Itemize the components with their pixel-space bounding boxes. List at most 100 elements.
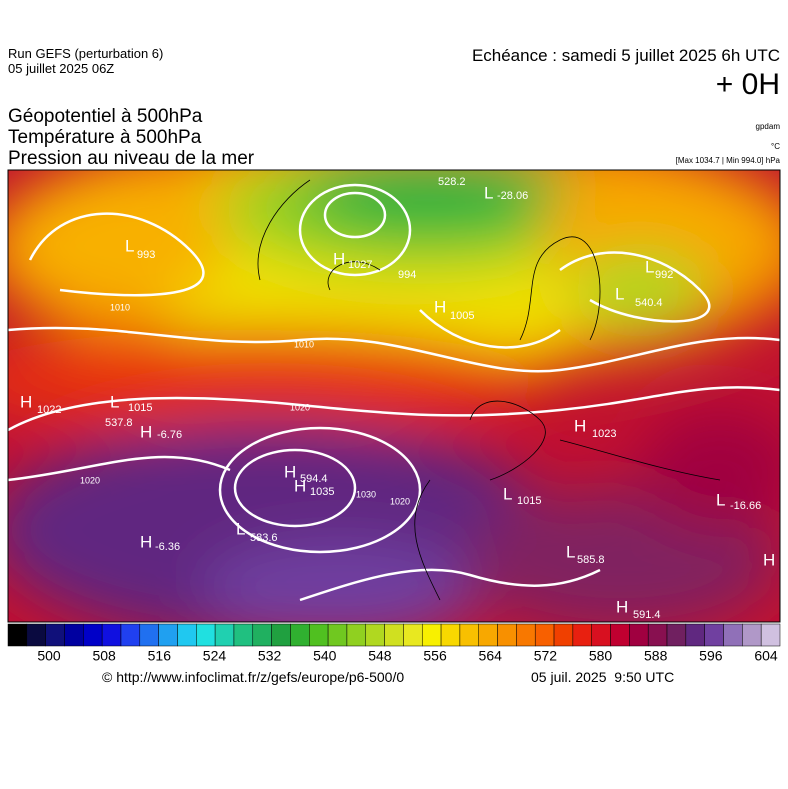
- colorbar-swatch: [83, 623, 103, 647]
- colorbar-label: 596: [699, 648, 723, 664]
- field-3: Pression au niveau de la mer: [8, 148, 255, 169]
- run-title: Run GEFS (perturbation 6): [8, 46, 164, 61]
- map-label: 1005: [450, 310, 474, 322]
- lead-time: + 0H: [715, 68, 780, 101]
- map-label: 1022: [37, 404, 61, 416]
- map-label: L: [615, 284, 624, 303]
- map-label: L: [645, 257, 654, 276]
- map-label: L: [503, 484, 512, 503]
- map-label: 1015: [128, 402, 152, 414]
- map-label: L: [125, 236, 134, 255]
- map-label: 993: [137, 249, 155, 261]
- colorbar-swatch: [327, 623, 348, 647]
- map-label: 1020: [80, 475, 100, 485]
- colorbar-swatch: [704, 623, 724, 647]
- map-label: H: [140, 532, 152, 551]
- colorbar-label: 556: [423, 648, 447, 664]
- colorbar-swatch: [101, 623, 122, 647]
- colorbar-swatch: [629, 623, 649, 647]
- map-label: H: [20, 392, 32, 411]
- colorbar-swatch: [346, 623, 367, 647]
- map-label: 585.8: [577, 554, 605, 566]
- unit-1: gpdam: [755, 122, 780, 131]
- colorbar-swatch: [64, 623, 84, 647]
- map-label: 1030: [356, 489, 376, 499]
- colorbar-label: 516: [148, 648, 172, 664]
- colorbar-swatch: [139, 623, 159, 647]
- map-label: 1027: [348, 259, 372, 271]
- map-label: L: [110, 392, 119, 411]
- colorbar-swatch: [26, 623, 46, 647]
- colorbar-swatch: [365, 623, 385, 647]
- colorbar-swatch: [196, 623, 216, 647]
- colorbar-swatch: [290, 623, 310, 647]
- colorbar-swatch: [252, 623, 272, 647]
- map-frame: [7, 169, 781, 623]
- colorbar-label: 548: [368, 648, 392, 664]
- map-label: 528.2: [438, 176, 466, 188]
- map-label: H: [574, 416, 586, 435]
- colorbar-label: 604: [754, 648, 778, 664]
- colorbar-swatch: [478, 623, 498, 647]
- colorbar-swatch: [214, 623, 235, 647]
- map-label: H: [763, 550, 775, 569]
- colorbar-label: 564: [479, 648, 503, 664]
- colorbar-swatch: [610, 623, 630, 647]
- colorbar-label: 572: [534, 648, 558, 664]
- map-label: H: [434, 297, 446, 316]
- echeance: Echéance : samedi 5 juillet 2025 6h UTC: [471, 46, 780, 65]
- colorbar-swatch: [177, 623, 197, 647]
- colorbar-swatch: [459, 623, 479, 647]
- map-label: -6.36: [155, 541, 180, 553]
- field-2: Température à 500hPa: [8, 127, 202, 148]
- colorbar-label: 540: [313, 648, 337, 664]
- colorbar-swatch: [516, 623, 536, 647]
- map-label: 1023: [592, 428, 616, 440]
- map-label: -6.76: [157, 429, 182, 441]
- unit-3: [Max 1034.7 | Min 994.0] hPa: [675, 156, 780, 165]
- map-label: L: [236, 519, 245, 538]
- map-label: H: [333, 249, 345, 268]
- colorbar: 500 508 516 524 532 540 548 556 564 572 580 588 596 6…: [7, 623, 781, 664]
- colorbar-label: 580: [589, 648, 613, 664]
- map-label: 594.4: [300, 473, 328, 485]
- colorbar-swatch: [760, 623, 781, 647]
- map-label: 1035: [310, 486, 334, 498]
- colorbar-swatch: [572, 623, 592, 647]
- map-label: 1010: [294, 339, 314, 349]
- colorbar-swatch: [440, 623, 461, 647]
- map-label: L: [484, 183, 493, 202]
- unit-2: °C: [771, 142, 780, 151]
- colorbar-swatch: [384, 623, 404, 647]
- colorbar-swatch: [120, 623, 141, 647]
- map-label: -16.66: [730, 500, 761, 512]
- colorbar-swatch: [158, 623, 178, 647]
- colorbar-swatch: [534, 623, 555, 647]
- map-label: 1010: [110, 302, 130, 312]
- source-url: © http://www.infoclimat.fr/z/gefs/europe…: [102, 669, 405, 685]
- run-date: 05 juillet 2025 06Z: [8, 61, 115, 76]
- map-label: 1015: [517, 495, 541, 507]
- field-1: Géopotentiel à 500hPa: [8, 106, 203, 127]
- colorbar-swatch: [497, 623, 517, 647]
- map-label: 1020: [290, 402, 310, 412]
- colorbar-swatch: [271, 623, 291, 647]
- map-label: 537.8: [105, 417, 133, 429]
- map-label: 1020: [390, 496, 410, 506]
- colorbar-swatch: [742, 623, 762, 647]
- colorbar-label: 588: [644, 648, 668, 664]
- map-label: H: [284, 462, 296, 481]
- colorbar-swatch: [45, 623, 65, 647]
- colorbar-swatch: [7, 623, 28, 647]
- colorbar-swatch: [723, 623, 743, 647]
- colorbar-swatch: [309, 623, 329, 647]
- coastlines: [257, 179, 721, 601]
- map-label: 994: [398, 269, 416, 281]
- map-label: 591.4: [633, 609, 661, 621]
- map-label: L: [716, 490, 725, 509]
- colorbar-swatch: [233, 623, 254, 647]
- map-label: L: [566, 542, 575, 561]
